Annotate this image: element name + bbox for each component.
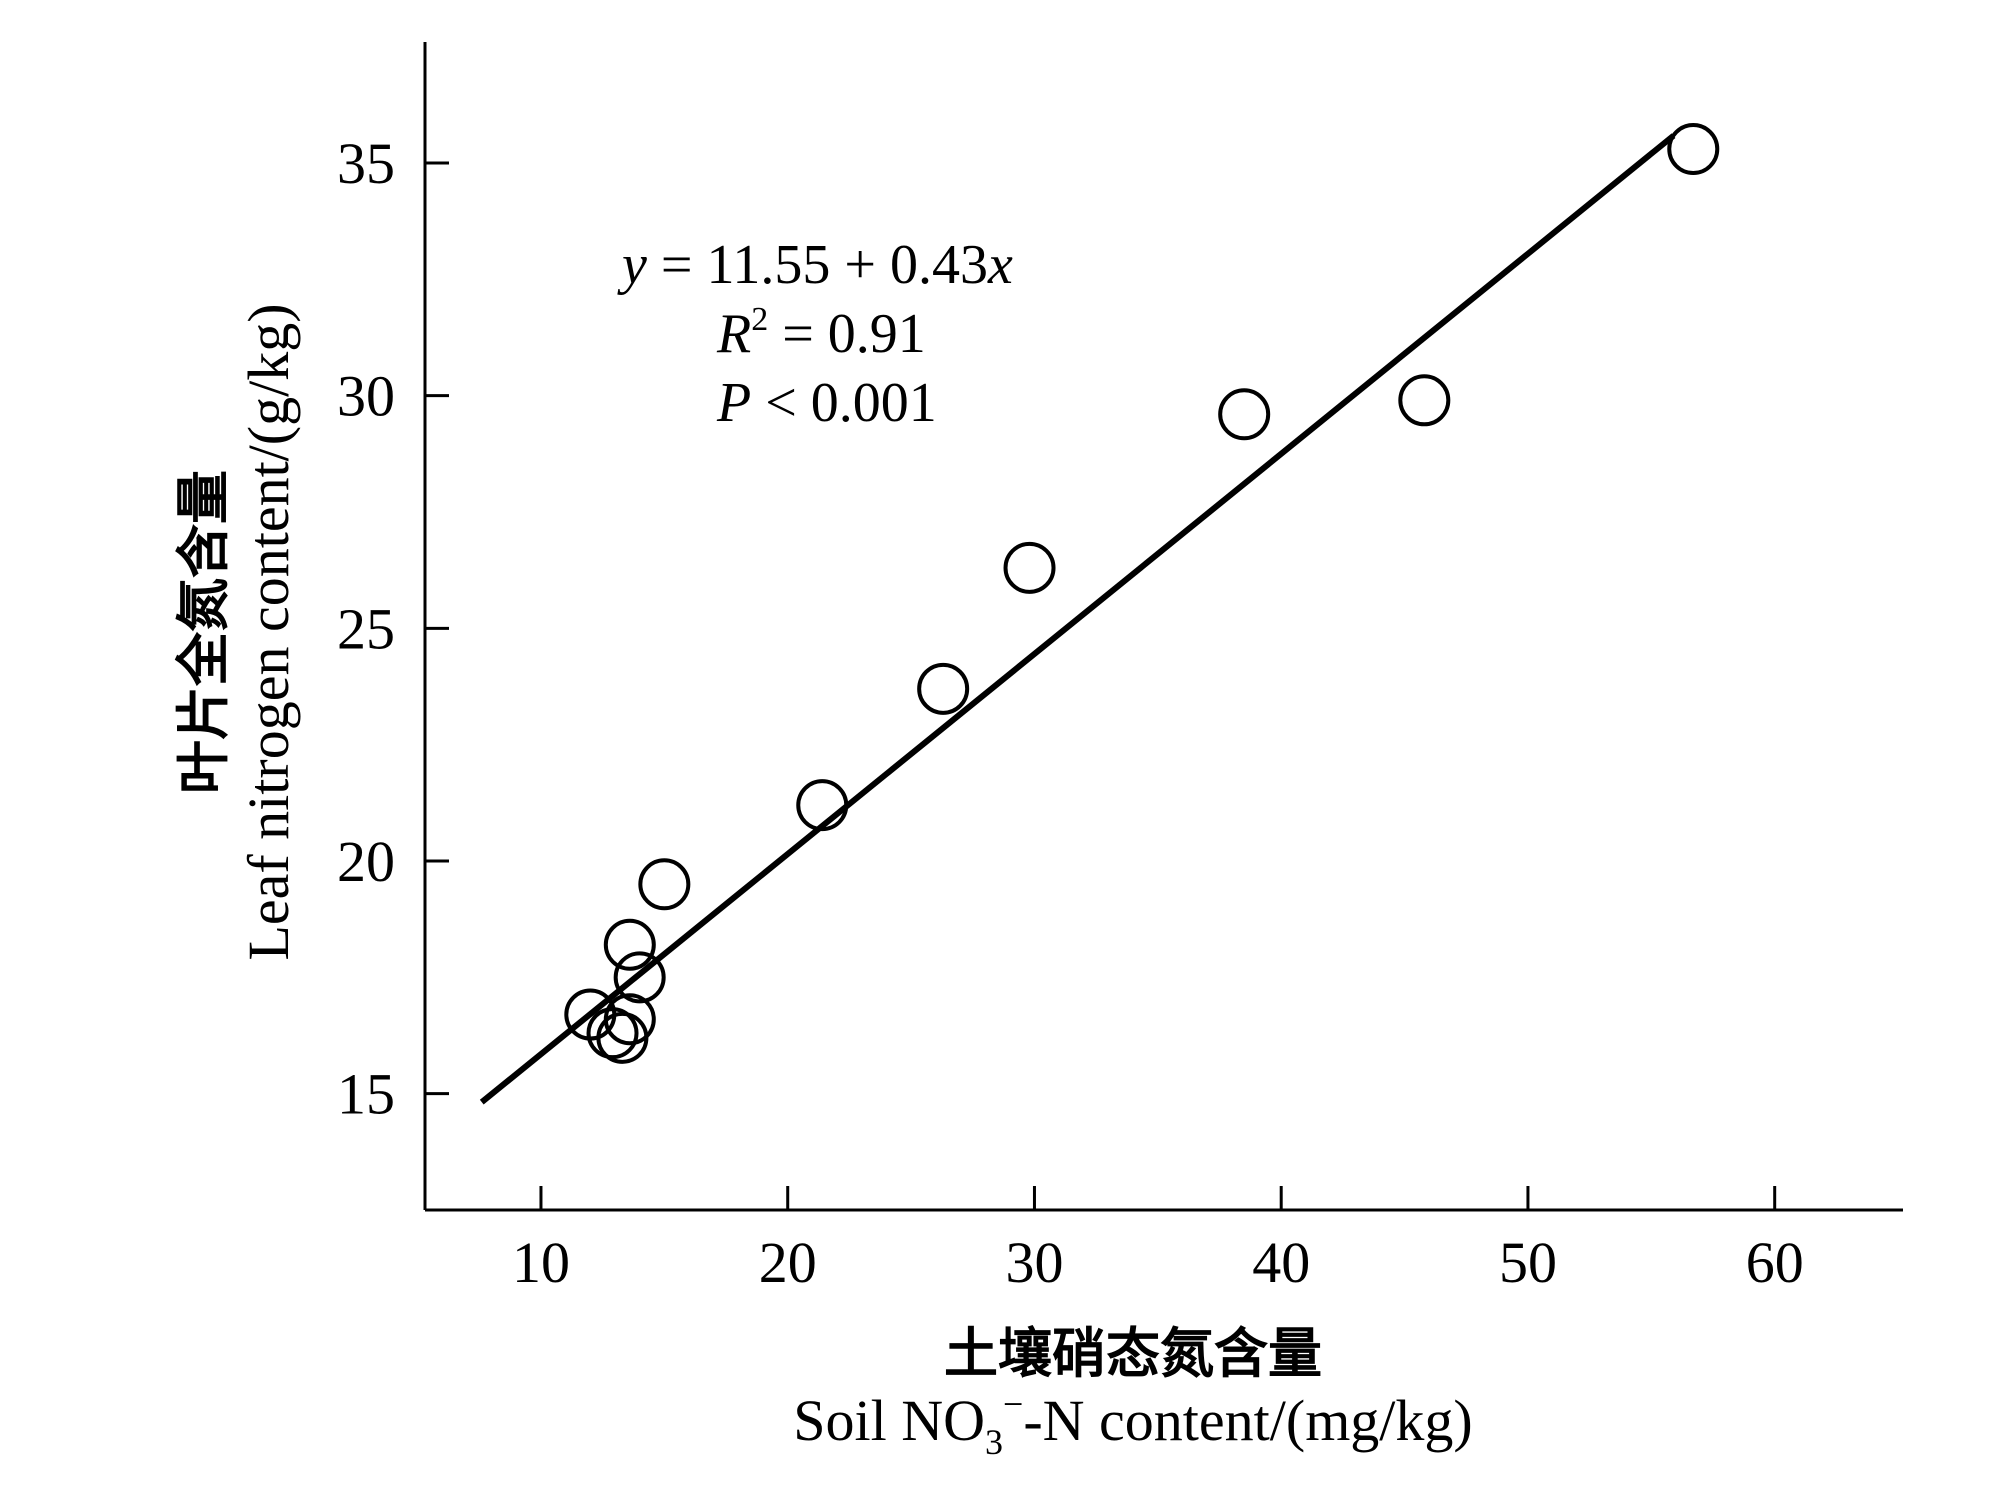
x-tick-label: 50 bbox=[1499, 1230, 1557, 1295]
data-point bbox=[1398, 374, 1451, 427]
r-squared-exponent: 2 bbox=[751, 301, 768, 338]
x-tick-label: 20 bbox=[759, 1230, 817, 1295]
data-point bbox=[1667, 123, 1720, 176]
x-axis-label-superscript: − bbox=[1003, 1384, 1023, 1424]
equation-y-symbol: y bbox=[617, 234, 647, 296]
plot-area bbox=[479, 123, 1720, 1105]
x-axis-label-cn: 土壤硝态氮含量 bbox=[944, 1322, 1322, 1385]
equation-x-symbol: x bbox=[987, 234, 1013, 296]
x-tick-label: 30 bbox=[1005, 1230, 1063, 1295]
x-tick-label: 10 bbox=[512, 1230, 570, 1295]
data-point bbox=[1218, 388, 1271, 441]
y-axis-label-en: Leaf nitrogen content/(g/kg) bbox=[236, 303, 301, 960]
y-tick-label: 20 bbox=[337, 829, 395, 894]
data-point bbox=[796, 779, 849, 832]
data-point bbox=[1003, 541, 1056, 594]
data-point bbox=[613, 951, 666, 1004]
p-value-symbol: P bbox=[716, 372, 751, 434]
x-axis-label-suffix: -N content/(mg/kg) bbox=[1023, 1388, 1472, 1453]
x-axis-label-subscript: 3 bbox=[985, 1422, 1003, 1462]
r-squared-value: = 0.91 bbox=[768, 303, 926, 365]
equation-annotation: y = 11.55 + 0.43x bbox=[617, 234, 1013, 296]
equation-body: = 11.55 + 0.43 bbox=[647, 234, 988, 296]
y-tick-label: 35 bbox=[337, 131, 395, 196]
data-point bbox=[638, 858, 691, 911]
y-tick-label: 15 bbox=[337, 1062, 395, 1127]
p-value-value: < 0.001 bbox=[751, 372, 937, 434]
x-axis-label-en: Soil NO3−-N content/(mg/kg) bbox=[793, 1384, 1472, 1462]
data-point bbox=[586, 1007, 639, 1060]
data-point bbox=[917, 662, 970, 715]
x-tick-label: 60 bbox=[1746, 1230, 1804, 1295]
x-tick-label: 40 bbox=[1252, 1230, 1310, 1295]
axes: 10 20 30 40 50 60 15 20 25 30 35 bbox=[337, 42, 1903, 1295]
y-tick-label: 25 bbox=[337, 596, 395, 661]
r-squared-annotation: R2 = 0.91 bbox=[716, 301, 926, 365]
p-value-annotation: P < 0.001 bbox=[716, 372, 937, 434]
data-point bbox=[603, 993, 656, 1046]
x-axis-label-prefix: Soil NO bbox=[793, 1388, 985, 1453]
y-axis-label-cn: 叶片全氮含量 bbox=[172, 470, 235, 794]
data-point bbox=[603, 918, 656, 971]
regression-line bbox=[479, 133, 1676, 1105]
r-squared-symbol: R bbox=[716, 303, 751, 365]
y-tick-label: 30 bbox=[337, 364, 395, 429]
